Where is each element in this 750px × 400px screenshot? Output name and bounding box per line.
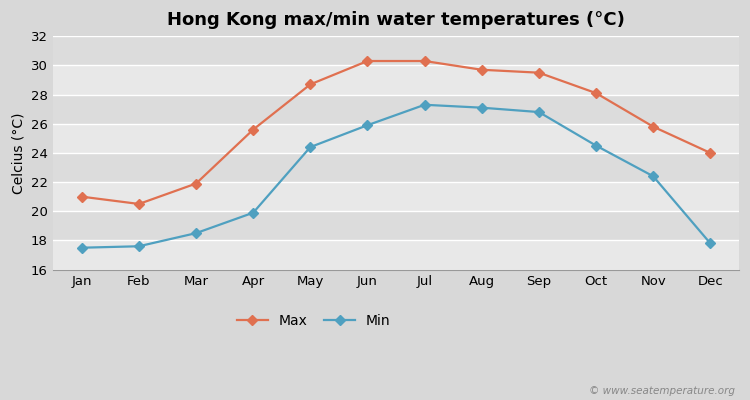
Min — [249, 210, 258, 215]
Max — [706, 150, 715, 155]
Text: © www.seatemperature.org: © www.seatemperature.org — [589, 386, 735, 396]
Y-axis label: Celcius (°C): Celcius (°C) — [11, 112, 25, 194]
Line: Max: Max — [78, 58, 714, 208]
Min — [191, 231, 200, 236]
Bar — [53, 240, 739, 270]
Min — [363, 123, 372, 128]
Max — [363, 59, 372, 64]
Max — [649, 124, 658, 129]
Bar — [53, 36, 739, 65]
Line: Min: Min — [78, 101, 714, 251]
Max — [592, 91, 601, 96]
Min — [706, 241, 715, 246]
Min — [535, 110, 544, 114]
Max — [420, 59, 429, 64]
Min — [477, 105, 486, 110]
Max — [134, 202, 143, 206]
Bar — [53, 65, 739, 94]
Max — [77, 194, 86, 199]
Bar — [53, 94, 739, 124]
Max — [306, 82, 315, 87]
Min — [592, 143, 601, 148]
Min — [420, 102, 429, 107]
Bar — [53, 182, 739, 211]
Max — [249, 127, 258, 132]
Bar — [53, 211, 739, 240]
Min — [306, 145, 315, 150]
Bar — [53, 153, 739, 182]
Min — [649, 174, 658, 179]
Max — [535, 70, 544, 75]
Bar — [53, 124, 739, 153]
Title: Hong Kong max/min water temperatures (°C): Hong Kong max/min water temperatures (°C… — [167, 11, 625, 29]
Min — [77, 245, 86, 250]
Max — [191, 181, 200, 186]
Min — [134, 244, 143, 249]
Max — [477, 67, 486, 72]
Legend: Max, Min: Max, Min — [237, 314, 391, 328]
